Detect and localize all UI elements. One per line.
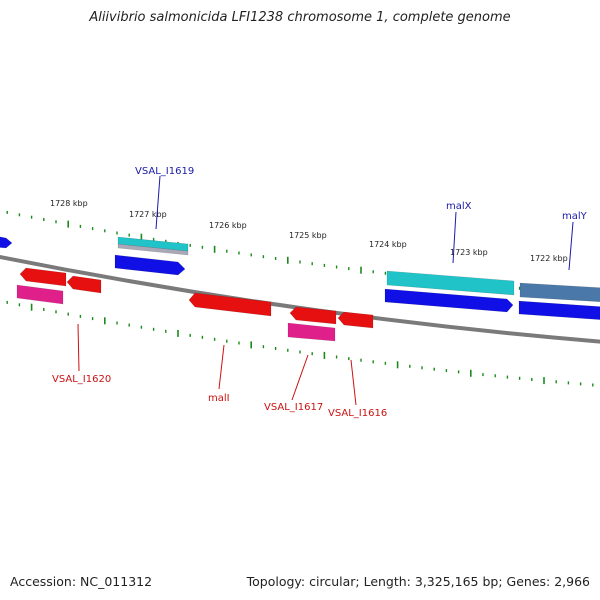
leader-line <box>452 211 457 264</box>
scale-label: 1723 kbp <box>450 248 488 257</box>
gene-arrow-forward[interactable] <box>519 282 600 303</box>
gene-arrow-forward[interactable] <box>114 254 186 276</box>
scale-label: 1725 kbp <box>289 231 327 240</box>
gene-arrow-reverse[interactable] <box>19 267 67 287</box>
gene-label[interactable]: malX <box>446 201 472 212</box>
gene-arrow-reverse[interactable] <box>289 306 337 325</box>
leader-line <box>77 323 80 372</box>
gene-label[interactable]: malY <box>562 211 588 222</box>
gene-label[interactable]: VSAL_I1619 <box>135 166 194 177</box>
forward-genes <box>0 236 600 320</box>
scale-label: 1724 kbp <box>369 240 407 249</box>
reverse-leader-lines <box>77 323 357 406</box>
leader-line <box>218 344 225 390</box>
gene-arrow-forward[interactable] <box>518 300 600 320</box>
forward-leader-lines <box>155 175 574 271</box>
gene-arrow-reverse[interactable] <box>188 292 272 317</box>
scale-label: 1728 kbp <box>50 199 88 208</box>
leader-line <box>291 354 309 401</box>
gene-arrow-reverse[interactable] <box>337 311 374 329</box>
scale-label: 1722 kbp <box>530 254 568 263</box>
gene-arrow-forward[interactable] <box>384 288 514 313</box>
gene-labels: VSAL_I1619 malX malY VSAL_I1620 malI VSA… <box>52 166 588 419</box>
inner-tick-track <box>6 300 594 387</box>
gene-arrow-reverse[interactable] <box>16 284 64 305</box>
gene-arrow-forward[interactable] <box>117 243 189 256</box>
gene-arrow-forward[interactable] <box>117 236 189 252</box>
gene-label[interactable]: VSAL_I1617 <box>264 402 323 413</box>
gene-arrow-forward[interactable] <box>0 236 13 249</box>
map-title: Aliivibrio salmonicida LFI1238 chromosom… <box>89 10 511 25</box>
scale-labels: 1728 kbp 1727 kbp 1726 kbp 1725 kbp 1724… <box>50 199 568 263</box>
accession-text: Accession: NC_011312 <box>10 574 153 589</box>
leader-line <box>568 221 574 271</box>
scale-label: 1726 kbp <box>209 221 247 230</box>
scale-label: 1727 kbp <box>129 210 167 219</box>
gene-label[interactable]: VSAL_I1620 <box>52 374 111 385</box>
gene-label[interactable]: VSAL_I1616 <box>328 408 387 419</box>
leader-line <box>350 359 357 406</box>
reverse-genes <box>16 267 374 342</box>
gene-label[interactable]: malI <box>208 393 230 404</box>
gene-arrow-reverse[interactable] <box>66 275 102 294</box>
gene-arrow-forward[interactable] <box>386 270 515 296</box>
gene-arrow-reverse[interactable] <box>287 322 336 342</box>
leader-line <box>155 175 161 230</box>
topology-summary: Topology: circular; Length: 3,325,165 bp… <box>246 574 590 589</box>
